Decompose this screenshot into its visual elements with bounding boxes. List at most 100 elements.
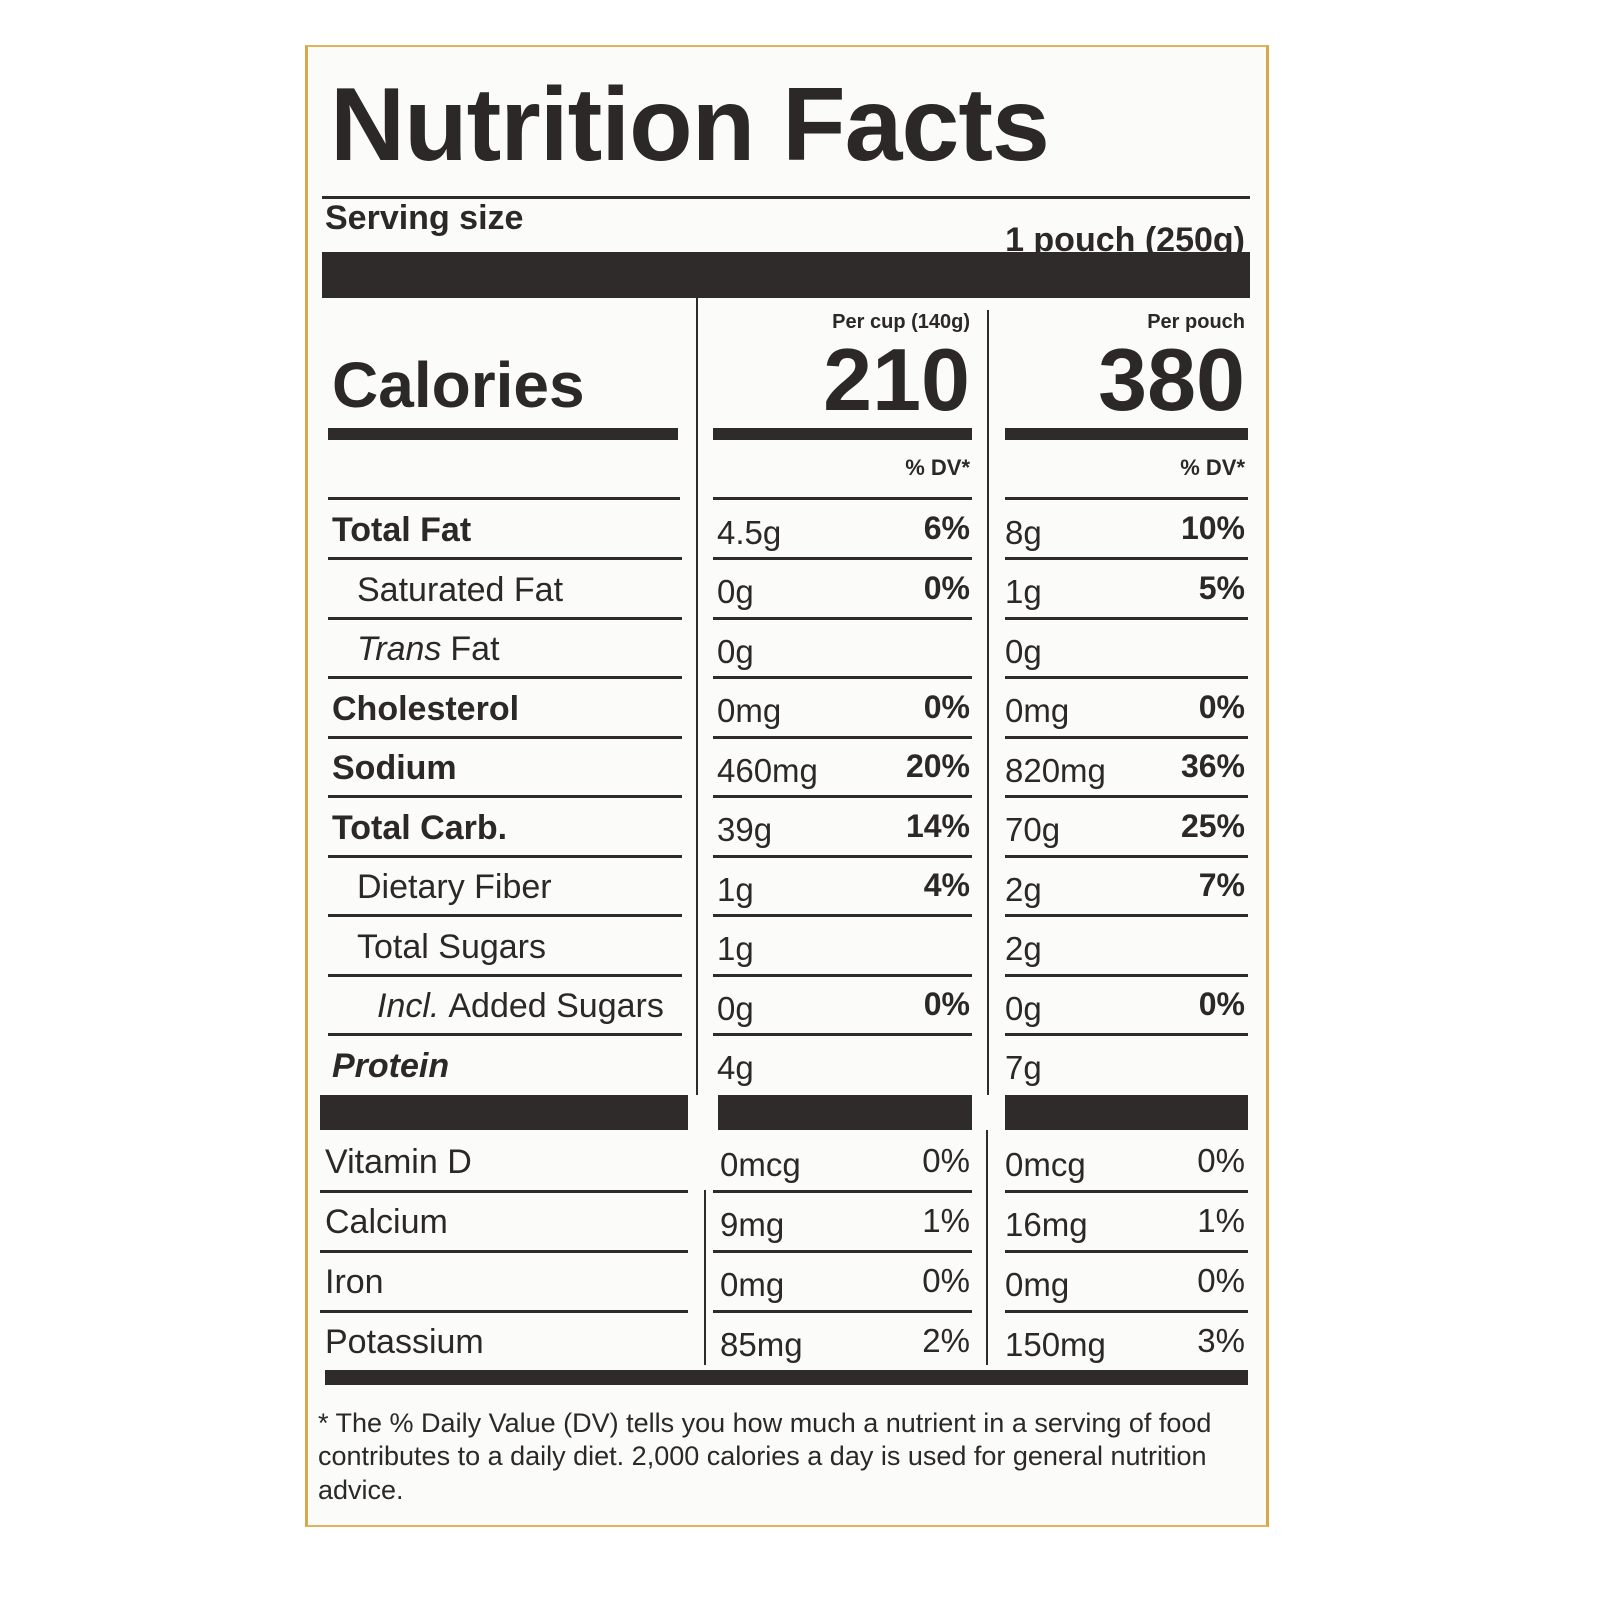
rule xyxy=(328,795,682,798)
rule xyxy=(1005,1033,1248,1036)
rule xyxy=(328,616,682,620)
rule xyxy=(1005,616,1248,620)
daily-value: 14% xyxy=(905,807,970,844)
rule xyxy=(1005,1310,1248,1313)
column-header: Per cup (140g) xyxy=(832,311,970,333)
thick-rule xyxy=(713,428,972,440)
nutrient-name: Saturated Fat xyxy=(357,570,564,609)
amount: 7g xyxy=(1005,1049,1042,1086)
rule xyxy=(1005,735,1248,739)
rule xyxy=(713,854,972,858)
amount: 39g xyxy=(717,811,773,848)
thick-bar xyxy=(320,1095,688,1130)
rule xyxy=(713,1033,972,1036)
daily-value: 4% xyxy=(923,867,970,903)
amount: 0mg xyxy=(720,1265,785,1303)
amount: 85mg xyxy=(720,1325,803,1363)
rule xyxy=(713,914,972,917)
amount: 1g xyxy=(1005,573,1042,610)
calories-value: 210 xyxy=(823,330,970,429)
nutrient-name: Fat xyxy=(450,630,500,668)
daily-value: 1% xyxy=(922,1201,970,1239)
rule xyxy=(328,854,682,858)
amount: 0mg xyxy=(1005,692,1070,729)
amount: 9mg xyxy=(720,1205,785,1243)
daily-value: 1% xyxy=(1197,1201,1245,1239)
vitamin-name: Potassium xyxy=(325,1323,484,1361)
amount: 0g xyxy=(1005,632,1042,670)
rule xyxy=(328,914,682,917)
nutrient-prefix: Incl. xyxy=(377,987,440,1025)
nutrient-name: Protein xyxy=(332,1046,450,1085)
daily-value: 3% xyxy=(1197,1321,1245,1359)
thick-bar xyxy=(718,1095,972,1130)
rule xyxy=(713,973,972,977)
rule xyxy=(1005,854,1248,858)
amount: 0g xyxy=(717,989,754,1027)
rule xyxy=(1005,795,1248,798)
rule xyxy=(713,735,972,739)
amount: 0g xyxy=(717,573,754,610)
rule xyxy=(328,676,682,679)
column-divider xyxy=(704,1190,706,1365)
dv-header: % DV* xyxy=(905,455,970,480)
rule xyxy=(1005,557,1248,560)
daily-value: 0% xyxy=(923,688,970,725)
calories-value: 380 xyxy=(1098,330,1245,429)
dv-header: % DV* xyxy=(1180,455,1245,480)
amount: 0g xyxy=(1005,989,1042,1027)
daily-value: 0% xyxy=(923,986,970,1022)
serving-value: 1 pouch (250g) xyxy=(1005,221,1245,259)
daily-value: 2% xyxy=(922,1321,970,1359)
nutrient-name: Sodium xyxy=(332,749,457,787)
amount: 1g xyxy=(717,930,754,967)
daily-value: 5% xyxy=(1198,569,1245,606)
daily-value: 6% xyxy=(923,510,970,546)
thick-bar xyxy=(322,252,1250,298)
column-header: Per pouch xyxy=(1147,311,1245,333)
daily-value: 7% xyxy=(1198,867,1245,903)
rule xyxy=(1005,973,1248,977)
daily-value: 0% xyxy=(1197,1141,1245,1179)
rule xyxy=(322,196,1250,199)
column-divider xyxy=(986,1130,988,1365)
thick-bar xyxy=(325,1370,1248,1385)
rule xyxy=(320,1250,688,1253)
amount: 0g xyxy=(717,632,754,670)
amount: 820mg xyxy=(1005,751,1106,789)
nutrient-name: Cholesterol xyxy=(332,689,520,728)
nutrient-name: Dietary Fiber xyxy=(357,868,552,906)
vitamin-name: Vitamin D xyxy=(325,1143,472,1181)
vitamin-name: Iron xyxy=(325,1263,384,1301)
rule xyxy=(328,497,680,500)
nutrient-name: Total Carb. xyxy=(332,808,508,847)
daily-value: 20% xyxy=(905,748,970,784)
amount: 150mg xyxy=(1005,1325,1106,1363)
rule xyxy=(713,1250,972,1253)
calories-label: Calories xyxy=(332,349,585,421)
amount: 4g xyxy=(717,1049,754,1086)
rule xyxy=(713,1190,972,1193)
rule xyxy=(713,795,972,798)
rule xyxy=(328,735,682,739)
amount: 0mg xyxy=(1005,1265,1070,1303)
rule xyxy=(713,676,972,679)
rule xyxy=(713,497,972,500)
thick-bar xyxy=(1005,1095,1248,1130)
amount: 460mg xyxy=(717,751,818,789)
amount: 4.5g xyxy=(717,513,782,551)
column-divider xyxy=(987,310,989,1095)
daily-value: 10% xyxy=(1180,510,1245,546)
amount: 0mcg xyxy=(1005,1145,1086,1183)
rule xyxy=(328,973,682,977)
daily-value: 0% xyxy=(922,1141,970,1179)
amount: 8g xyxy=(1005,513,1042,551)
amount: 16mg xyxy=(1005,1205,1088,1243)
daily-value: 36% xyxy=(1180,748,1245,784)
rule xyxy=(328,1033,682,1036)
daily-value: 0% xyxy=(1198,688,1245,725)
rule xyxy=(1005,1250,1248,1253)
nutrient-name: Total Sugars xyxy=(357,927,546,966)
serving-label: Serving size xyxy=(325,199,524,237)
